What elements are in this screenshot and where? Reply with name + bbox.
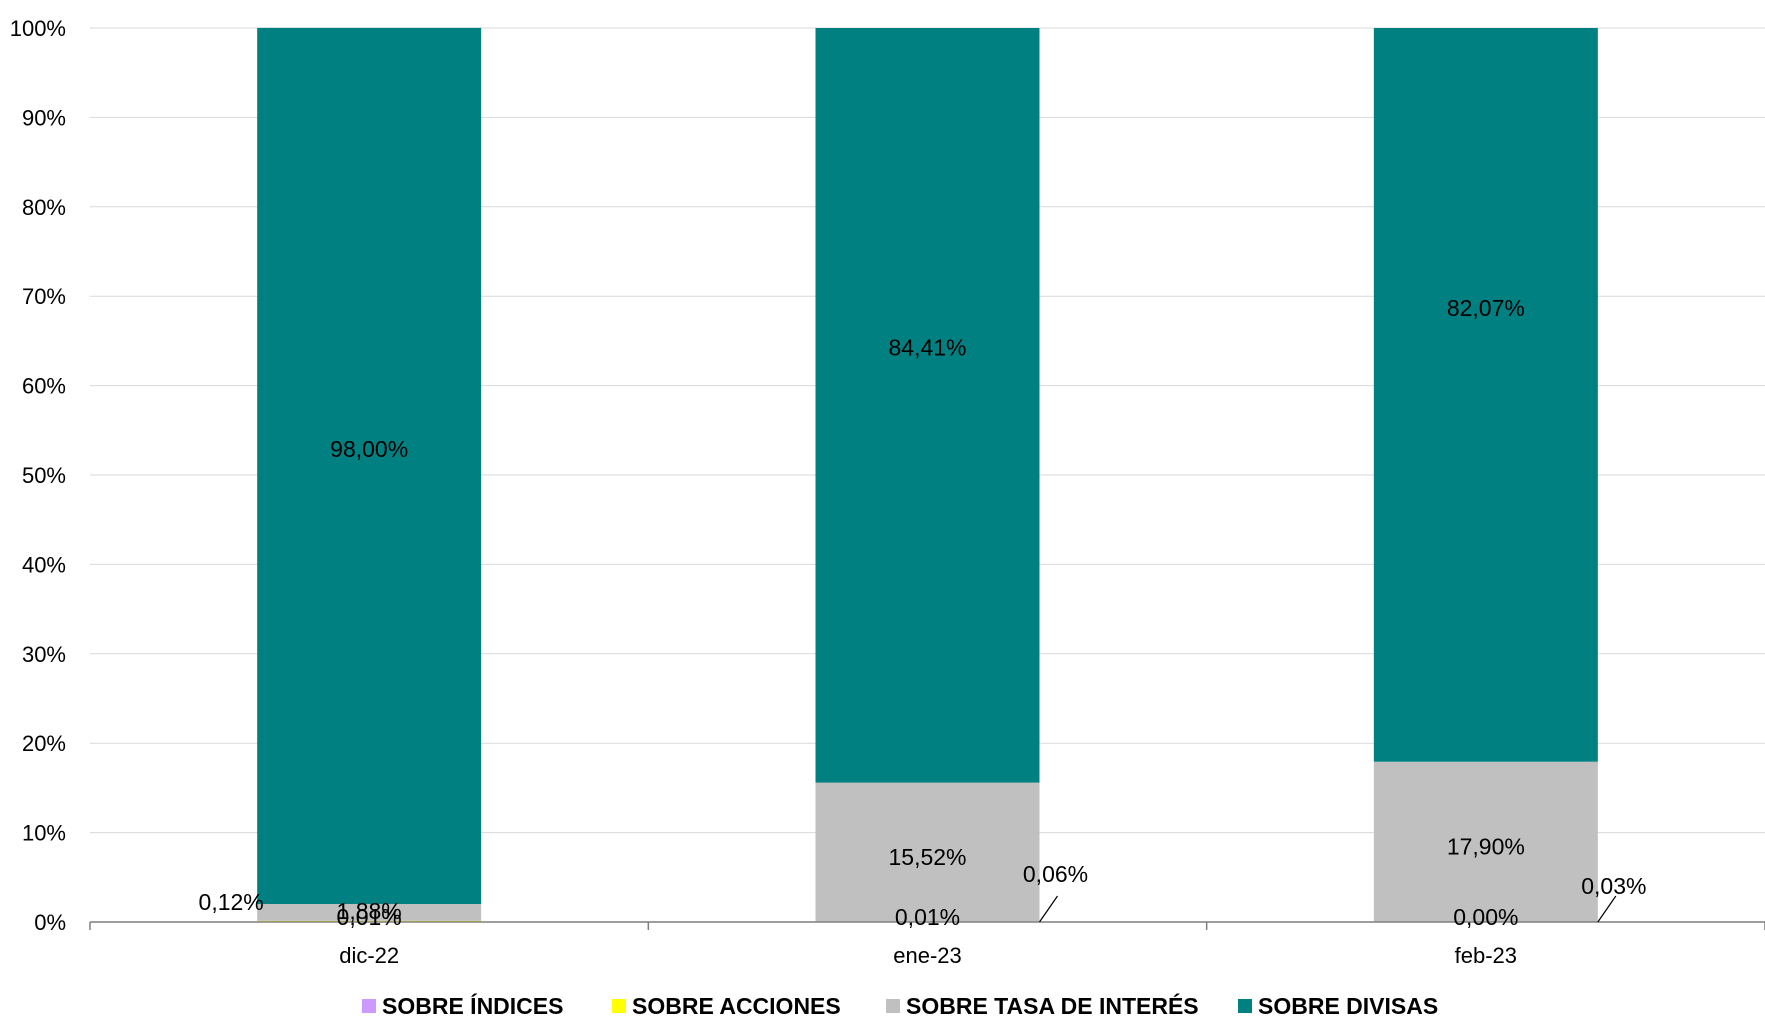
y-tick-label: 10% bbox=[22, 821, 66, 846]
legend-item: SOBRE ACCIONES bbox=[612, 993, 841, 1019]
x-tick-label: feb-23 bbox=[1455, 943, 1517, 968]
data-label: 0,03% bbox=[1581, 873, 1646, 899]
y-tick-label: 90% bbox=[22, 105, 66, 130]
legend-label: SOBRE TASA DE INTERÉS bbox=[906, 993, 1199, 1020]
data-label: 0,00% bbox=[1453, 904, 1518, 930]
data-label: 15,52% bbox=[888, 844, 966, 870]
y-tick-label: 60% bbox=[22, 374, 66, 399]
data-label: 1,88% bbox=[337, 898, 402, 924]
y-tick-label: 80% bbox=[22, 195, 66, 220]
data-label: 98,00% bbox=[330, 436, 408, 462]
x-tick-label: ene-23 bbox=[893, 943, 962, 968]
y-tick-label: 100% bbox=[10, 16, 66, 41]
bars bbox=[257, 28, 1598, 922]
legend-label: SOBRE ACCIONES bbox=[632, 993, 841, 1020]
legend-item: SOBRE ÍNDICES bbox=[362, 993, 563, 1019]
y-axis-ticks: 0% 10% 20% 30% 40% 50% 60% 70% 80% 90% 100% bbox=[10, 16, 66, 935]
legend: SOBRE ÍNDICES SOBRE ACCIONES SOBRE TASA DE… bbox=[0, 993, 1765, 1019]
legend-item: SOBRE DIVISAS bbox=[1238, 993, 1438, 1019]
y-tick-label: 20% bbox=[22, 731, 66, 756]
legend-label: SOBRE ÍNDICES bbox=[382, 993, 563, 1020]
leader-line bbox=[1040, 896, 1058, 922]
bar-segment bbox=[1374, 28, 1598, 762]
legend-item: SOBRE TASA DE INTERÉS bbox=[886, 993, 1199, 1019]
data-label: 82,07% bbox=[1447, 295, 1525, 321]
y-tick-label: 40% bbox=[22, 552, 66, 577]
bar-segment bbox=[816, 28, 1040, 783]
x-axis-ticks: dic-22 ene-23 feb-23 bbox=[339, 943, 1517, 968]
data-label: 0,06% bbox=[1023, 861, 1088, 887]
data-label: 84,41% bbox=[888, 334, 966, 360]
legend-swatch bbox=[1238, 999, 1252, 1013]
legend-swatch bbox=[612, 999, 626, 1013]
y-tick-label: 70% bbox=[22, 284, 66, 309]
data-label: 17,90% bbox=[1447, 834, 1525, 860]
legend-swatch bbox=[362, 999, 376, 1013]
bar-segment bbox=[257, 28, 481, 904]
x-tick-label: dic-22 bbox=[339, 943, 399, 968]
y-tick-label: 0% bbox=[34, 910, 66, 935]
data-label: 0,12% bbox=[199, 889, 264, 915]
y-tick-label: 30% bbox=[22, 642, 66, 667]
legend-label: SOBRE DIVISAS bbox=[1258, 993, 1438, 1020]
legend-swatch bbox=[886, 999, 900, 1013]
leader-line bbox=[1598, 896, 1616, 922]
data-label: 0,01% bbox=[895, 904, 960, 930]
y-tick-label: 50% bbox=[22, 463, 66, 488]
